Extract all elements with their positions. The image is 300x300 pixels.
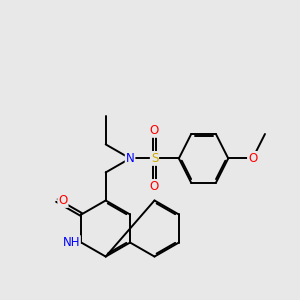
Text: O: O (248, 152, 257, 165)
Text: O: O (150, 124, 159, 137)
Text: N: N (126, 152, 134, 165)
Text: O: O (150, 180, 159, 193)
Text: NH: NH (62, 236, 80, 249)
Text: O: O (58, 194, 68, 207)
Text: S: S (151, 152, 158, 165)
